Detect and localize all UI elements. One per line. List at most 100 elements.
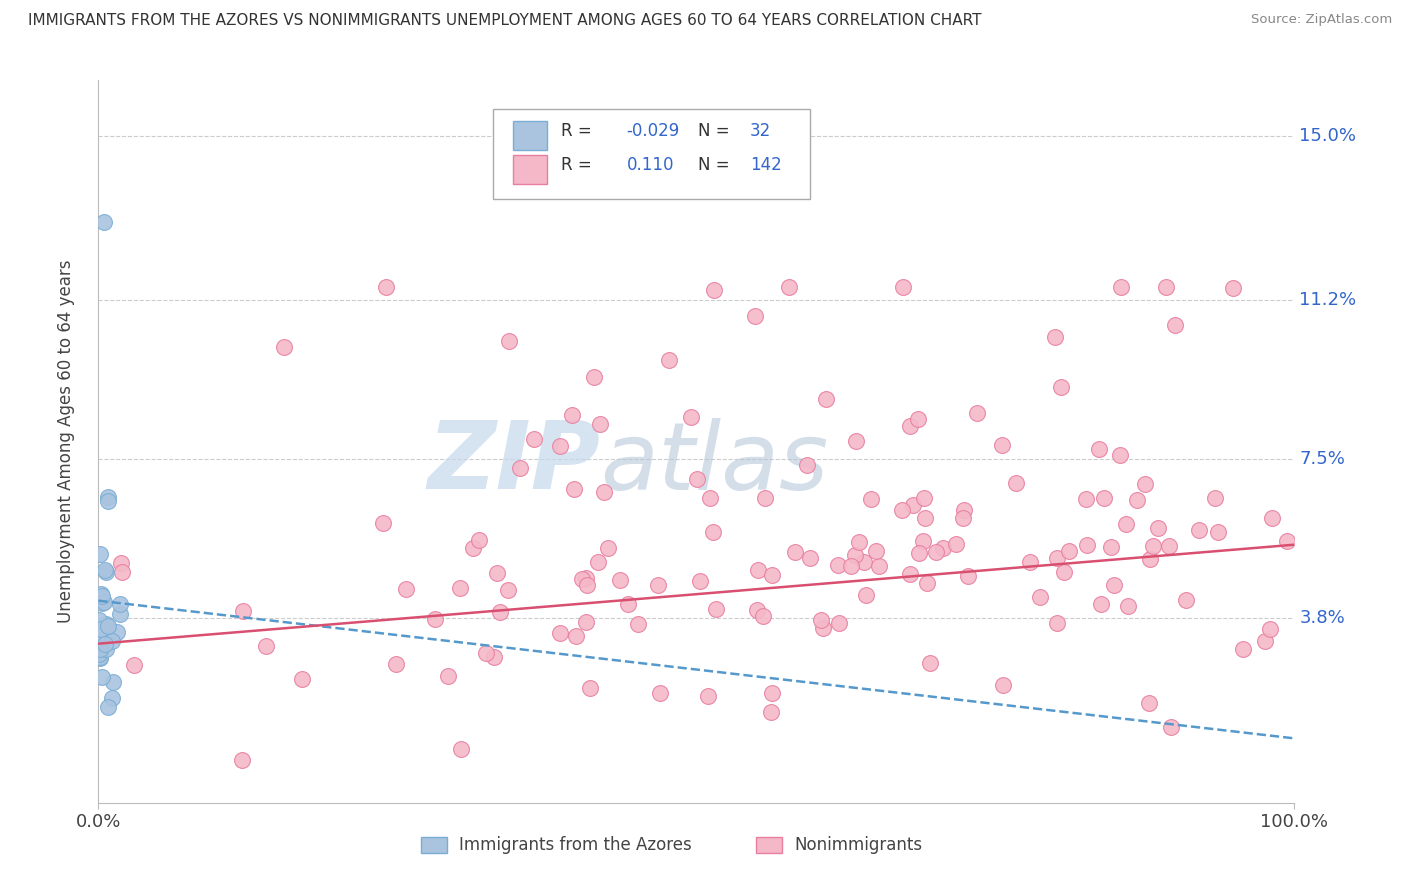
Point (1232, 641, 1254, 656)
Point (891, 279, 914, 293)
Point (848, 535, 870, 549)
Point (548, 439, 571, 453)
Point (87, 625, 110, 640)
Point (1043, 330, 1066, 344)
Point (498, 334, 520, 348)
Point (291, 672, 314, 686)
Bar (422, 838, 447, 854)
Point (575, 578, 598, 592)
Point (747, 563, 769, 577)
Point (747, 603, 769, 617)
Point (811, 621, 834, 635)
Point (436, 669, 458, 683)
Point (915, 576, 938, 591)
Point (991, 678, 1014, 692)
Point (1160, 720, 1182, 734)
Point (1137, 697, 1160, 711)
Point (945, 537, 967, 551)
Point (89, 547, 111, 561)
Point (596, 541, 619, 556)
Point (898, 418, 921, 433)
Point (1204, 491, 1226, 505)
Point (97, 494, 120, 508)
Point (461, 541, 484, 555)
Point (509, 460, 531, 475)
Point (97, 490, 120, 504)
Point (94, 565, 117, 579)
Point (1050, 379, 1073, 393)
Point (796, 458, 818, 473)
Point (647, 578, 669, 592)
Text: Immigrants from the Azores: Immigrants from the Azores (460, 837, 692, 855)
Point (523, 432, 546, 446)
Point (110, 556, 132, 570)
Point (486, 566, 509, 581)
Point (1005, 475, 1028, 490)
Point (91, 589, 114, 603)
Point (827, 558, 849, 573)
Point (925, 545, 948, 559)
Point (122, 658, 145, 673)
Point (702, 524, 724, 539)
Point (696, 690, 718, 704)
Point (488, 606, 510, 620)
Point (844, 548, 866, 562)
Point (810, 613, 832, 627)
Point (89, 641, 111, 656)
Point (1087, 442, 1109, 457)
Point (582, 370, 605, 384)
Text: 142: 142 (749, 156, 782, 174)
Text: -0.029: -0.029 (627, 122, 681, 140)
Point (467, 533, 489, 547)
Point (761, 686, 783, 700)
Point (855, 587, 877, 601)
Point (689, 574, 711, 588)
Point (93, 595, 115, 609)
Point (1109, 279, 1132, 293)
Point (475, 647, 498, 661)
Bar (513, 154, 547, 184)
Bar (756, 838, 782, 854)
Point (1142, 539, 1164, 553)
Point (89, 628, 111, 642)
Point (1154, 279, 1177, 293)
Point (1099, 540, 1122, 554)
Text: 11.2%: 11.2% (1299, 291, 1357, 309)
Point (579, 681, 602, 695)
Point (571, 572, 593, 586)
Point (1133, 477, 1156, 491)
Point (548, 626, 571, 640)
Text: Nonimmigrants: Nonimmigrants (794, 837, 922, 855)
Point (865, 543, 887, 558)
Point (828, 615, 851, 630)
Text: Source: ZipAtlas.com: Source: ZipAtlas.com (1251, 13, 1392, 27)
Point (108, 597, 131, 611)
Point (868, 559, 890, 574)
Point (273, 340, 295, 354)
Point (839, 559, 862, 574)
Point (901, 498, 924, 512)
Point (96, 642, 118, 657)
Point (89, 613, 111, 627)
Point (860, 491, 883, 506)
Text: 0.110: 0.110 (627, 156, 673, 174)
Text: 32: 32 (749, 122, 770, 140)
Text: ZIP: ZIP (427, 417, 600, 509)
Point (90, 597, 112, 611)
Point (1126, 492, 1149, 507)
Point (93, 215, 115, 229)
Bar (513, 121, 547, 151)
Point (232, 604, 254, 618)
Point (94, 563, 117, 577)
Point (90, 622, 112, 636)
Point (744, 310, 766, 324)
Text: 15.0%: 15.0% (1299, 128, 1357, 145)
Y-axis label: Unemployment Among Ages 60 to 64 years: Unemployment Among Ages 60 to 64 years (56, 260, 75, 624)
Point (956, 569, 979, 583)
Point (395, 582, 418, 597)
Point (1260, 511, 1282, 525)
Point (1092, 491, 1115, 506)
Point (1018, 555, 1040, 569)
Text: N =: N = (699, 122, 730, 140)
Point (586, 555, 609, 569)
